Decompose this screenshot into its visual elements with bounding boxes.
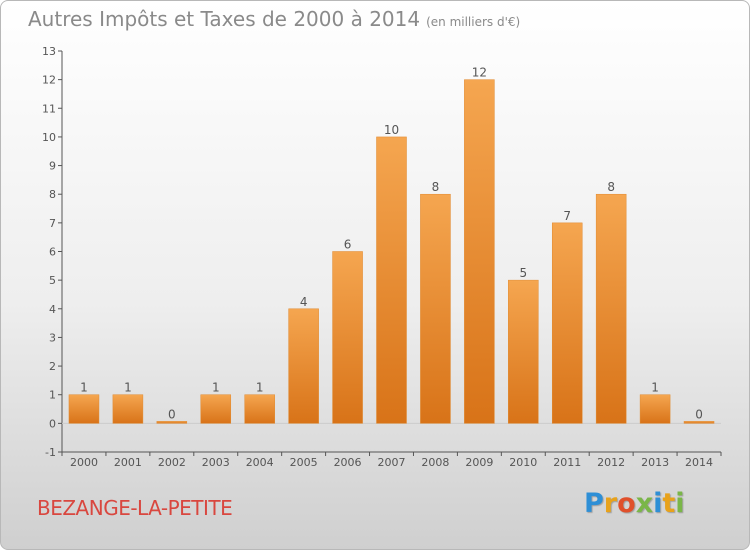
data-label: 1 xyxy=(651,381,659,395)
commune-name: BEZANGE-LA-PETITE xyxy=(37,496,233,520)
data-label: 5 xyxy=(519,266,527,280)
y-tick-label: 2 xyxy=(49,360,56,373)
proxiti-logo: Proxiti xyxy=(584,488,685,519)
bar xyxy=(639,394,671,424)
data-label: 1 xyxy=(80,381,88,395)
y-tick-label: 1 xyxy=(49,389,56,402)
x-tick-label: 2006 xyxy=(334,456,362,469)
bar xyxy=(200,394,232,424)
data-label: 10 xyxy=(384,123,399,137)
logo-letter: i xyxy=(653,488,663,519)
y-tick-label: 7 xyxy=(49,217,56,230)
chart-unit: (en milliers d'€) xyxy=(426,15,521,29)
x-tick-label: 2008 xyxy=(421,456,449,469)
x-tick-label: 2013 xyxy=(641,456,669,469)
y-tick-label: 10 xyxy=(42,131,56,144)
x-tick-label: 2010 xyxy=(509,456,537,469)
bar xyxy=(288,308,319,424)
y-tick-label: 3 xyxy=(49,331,56,344)
x-tick-label: 2014 xyxy=(685,456,713,469)
y-tick-label: 8 xyxy=(49,188,56,201)
y-tick-label: 4 xyxy=(49,303,56,316)
bar xyxy=(156,421,188,424)
data-label: 0 xyxy=(168,407,176,421)
bar xyxy=(464,79,495,424)
x-tick-label: 2011 xyxy=(553,456,581,469)
x-tick-label: 2004 xyxy=(246,456,274,469)
x-tick-label: 2012 xyxy=(597,456,625,469)
logo-letter: P xyxy=(584,488,604,519)
data-label: 1 xyxy=(256,381,264,395)
data-label: 8 xyxy=(432,180,440,194)
bar xyxy=(683,421,715,424)
y-tick-label: -1 xyxy=(45,446,56,459)
y-tick-label: 0 xyxy=(49,417,56,430)
x-tick-label: 2002 xyxy=(158,456,186,469)
x-tick-label: 2000 xyxy=(70,456,98,469)
y-tick-label: 13 xyxy=(42,45,56,58)
chart-title-text: Autres Impôts et Taxes de 2000 à 2014 xyxy=(28,7,421,31)
logo-letter: i xyxy=(675,488,685,519)
logo-letter: r xyxy=(603,488,618,519)
x-tick-label: 2005 xyxy=(290,456,318,469)
bar xyxy=(508,279,539,424)
y-tick-label: 5 xyxy=(49,274,56,287)
bar xyxy=(112,394,144,424)
y-tick-label: 6 xyxy=(49,246,56,259)
bars xyxy=(68,79,715,424)
data-label: 4 xyxy=(300,295,308,309)
x-tick-label: 2007 xyxy=(378,456,406,469)
data-label: 8 xyxy=(607,180,615,194)
bar xyxy=(420,193,451,424)
data-label: 6 xyxy=(344,238,352,252)
x-tick-label: 2001 xyxy=(114,456,142,469)
data-label: 0 xyxy=(695,407,703,421)
chart-title: Autres Impôts et Taxes de 2000 à 2014 (en… xyxy=(28,7,520,31)
data-label: 7 xyxy=(563,209,571,223)
bar xyxy=(551,222,583,424)
bar xyxy=(595,193,627,424)
logo-letter: t xyxy=(662,488,676,519)
bar xyxy=(244,394,275,424)
y-tick-label: 9 xyxy=(49,160,56,173)
x-tick-label: 2009 xyxy=(465,456,493,469)
logo-letter: o xyxy=(617,488,636,519)
y-tick-label: 12 xyxy=(42,74,56,87)
logo-letter: x xyxy=(635,488,654,519)
data-label: 12 xyxy=(472,66,487,80)
data-label: 1 xyxy=(124,381,132,395)
y-tick-label: 11 xyxy=(42,102,56,115)
data-label: 1 xyxy=(212,381,220,395)
x-tick-label: 2003 xyxy=(202,456,230,469)
bar xyxy=(376,136,407,424)
bar xyxy=(68,394,100,424)
bar xyxy=(332,251,363,424)
